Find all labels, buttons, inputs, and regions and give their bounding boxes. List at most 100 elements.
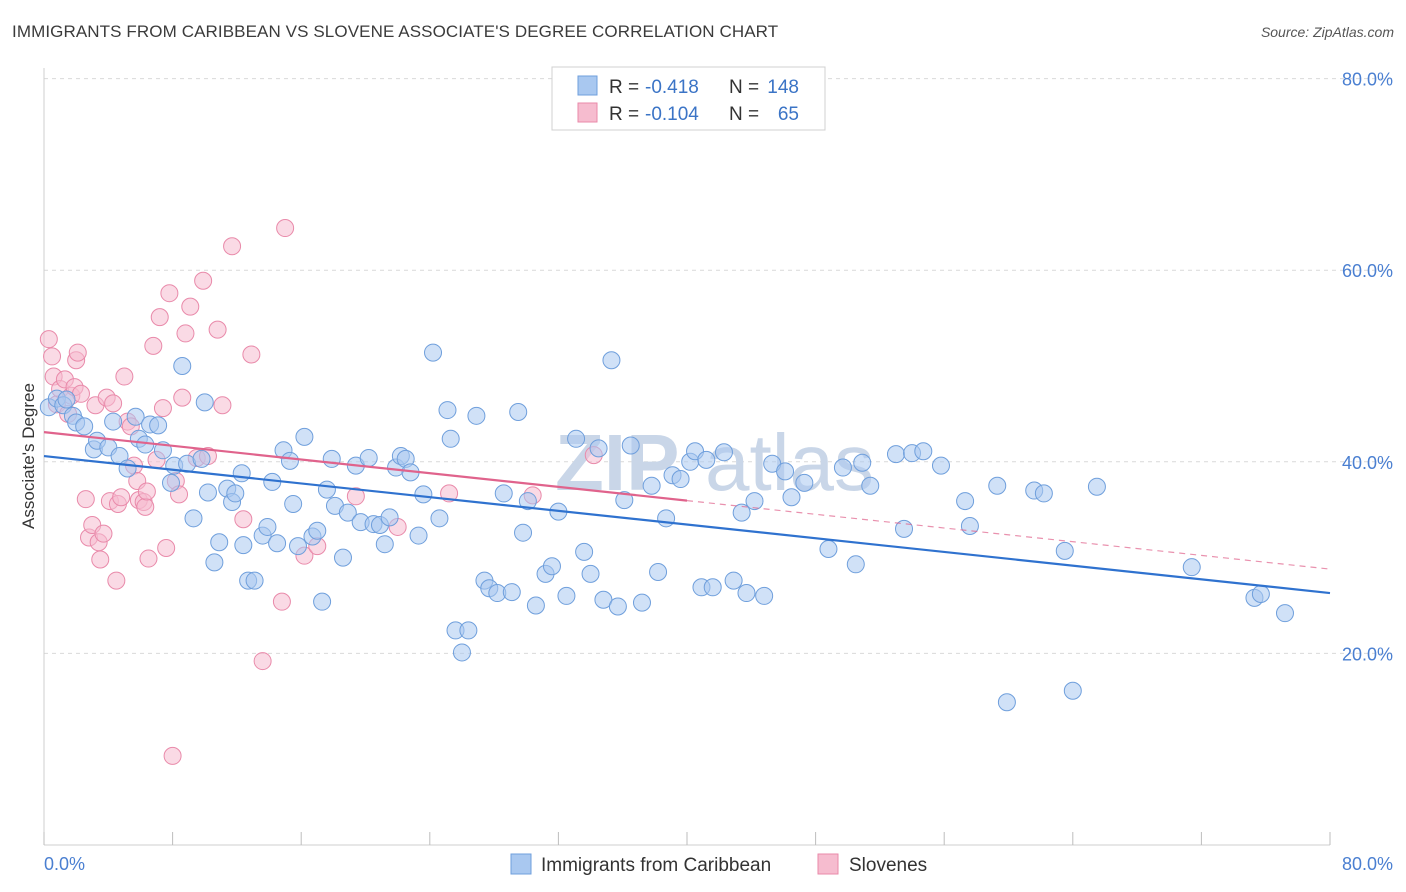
point-caribbean-78 xyxy=(502,583,521,602)
point-caribbean-58 xyxy=(375,535,394,554)
point-caribbean-39 xyxy=(268,534,287,553)
stats-r-value-2: -0.104 xyxy=(645,104,699,125)
point-caribbean-119 xyxy=(846,555,865,574)
point-caribbean-33 xyxy=(234,536,253,555)
point-caribbean-116 xyxy=(795,473,814,492)
stats-n-label-2: N = xyxy=(729,104,759,125)
point-caribbean-64 xyxy=(409,526,428,545)
point-caribbean-112 xyxy=(755,586,774,605)
point-caribbean-99 xyxy=(657,509,676,528)
legend-label-caribbean[interactable]: Immigrants from Caribbean xyxy=(541,855,771,876)
point-caribbean-37 xyxy=(258,517,277,536)
legend-label-slovenes[interactable]: Slovenes xyxy=(849,855,927,876)
point-slovenes-52 xyxy=(223,237,242,256)
x-tick-label-min: 0.0% xyxy=(44,854,85,874)
point-caribbean-49 xyxy=(322,449,341,468)
point-slovenes-41 xyxy=(163,746,182,765)
stats-n-value-2: 65 xyxy=(778,104,799,125)
point-caribbean-108 xyxy=(724,571,743,590)
point-slovenes-51 xyxy=(213,396,232,415)
point-caribbean-135 xyxy=(1087,477,1106,496)
point-caribbean-101 xyxy=(671,470,690,489)
point-caribbean-118 xyxy=(833,458,852,477)
point-caribbean-90 xyxy=(589,439,608,458)
point-caribbean-125 xyxy=(914,442,933,461)
stats-swatch-pink xyxy=(577,102,598,123)
point-caribbean-96 xyxy=(632,593,651,612)
point-caribbean-32 xyxy=(232,464,251,483)
point-caribbean-93 xyxy=(608,597,627,616)
point-slovenes-34 xyxy=(139,549,158,568)
point-caribbean-26 xyxy=(198,483,217,502)
point-slovenes-37 xyxy=(150,308,169,327)
point-caribbean-19 xyxy=(161,473,180,492)
point-slovenes-25 xyxy=(115,367,134,386)
point-caribbean-94 xyxy=(615,491,634,510)
point-caribbean-25 xyxy=(195,393,214,412)
point-caribbean-31 xyxy=(226,484,245,503)
trend-line-dashed-slovenes xyxy=(686,500,1331,570)
point-caribbean-92 xyxy=(602,351,621,370)
point-caribbean-80 xyxy=(514,523,533,542)
point-caribbean-105 xyxy=(697,450,716,469)
series-caribbean xyxy=(39,343,1294,712)
point-caribbean-136 xyxy=(1182,558,1201,577)
point-caribbean-88 xyxy=(575,542,594,561)
point-caribbean-43 xyxy=(288,537,307,556)
point-slovenes-17 xyxy=(91,550,110,569)
legend-swatch-caribbean[interactable] xyxy=(510,853,532,875)
point-caribbean-48 xyxy=(317,480,336,499)
x-tick-label-max: 80.0% xyxy=(1342,854,1393,874)
point-caribbean-106 xyxy=(703,578,722,597)
point-caribbean-35 xyxy=(245,571,264,590)
point-caribbean-67 xyxy=(430,509,449,528)
point-caribbean-130 xyxy=(997,693,1016,712)
point-caribbean-132 xyxy=(1034,484,1053,503)
stats-r-label-1: R = xyxy=(609,77,639,98)
point-caribbean-122 xyxy=(886,445,905,464)
point-slovenes-44 xyxy=(173,388,192,407)
point-caribbean-72 xyxy=(459,621,478,640)
point-caribbean-87 xyxy=(567,429,586,448)
point-slovenes-10 xyxy=(68,343,87,362)
point-caribbean-110 xyxy=(737,584,756,603)
point-slovenes-54 xyxy=(242,345,261,364)
stats-r-value-1: -0.418 xyxy=(645,77,699,98)
point-caribbean-120 xyxy=(853,453,872,472)
stats-n-value-1: 148 xyxy=(767,77,799,98)
point-caribbean-21 xyxy=(173,357,192,375)
point-caribbean-17 xyxy=(149,416,168,435)
x-axis-ticks xyxy=(43,832,1331,845)
point-caribbean-114 xyxy=(776,462,795,481)
stats-swatch-blue xyxy=(577,75,598,96)
point-caribbean-97 xyxy=(642,476,661,495)
stats-box: R = -0.418 N = 148 R = -0.104 N = 65 xyxy=(551,66,826,131)
point-caribbean-71 xyxy=(452,643,471,662)
point-caribbean-65 xyxy=(414,485,433,504)
point-caribbean-10 xyxy=(104,412,123,431)
point-caribbean-46 xyxy=(308,521,327,540)
stats-n-label-1: N = xyxy=(729,77,759,98)
point-slovenes-32 xyxy=(136,497,155,516)
point-slovenes-21 xyxy=(104,394,123,413)
point-slovenes-55 xyxy=(253,652,272,671)
point-slovenes-56 xyxy=(272,592,291,611)
point-slovenes-45 xyxy=(176,324,195,343)
point-slovenes-18 xyxy=(94,524,113,543)
point-caribbean-115 xyxy=(782,488,801,507)
legend-swatch-slovenes[interactable] xyxy=(817,853,839,875)
point-slovenes-48 xyxy=(194,271,213,290)
point-slovenes-0 xyxy=(39,330,58,349)
point-slovenes-38 xyxy=(153,399,172,418)
point-slovenes-53 xyxy=(234,510,253,529)
point-caribbean-111 xyxy=(745,492,764,511)
point-slovenes-50 xyxy=(208,320,227,339)
point-caribbean-98 xyxy=(649,562,668,581)
point-caribbean-28 xyxy=(210,533,229,552)
point-caribbean-23 xyxy=(184,509,203,528)
point-slovenes-39 xyxy=(157,539,176,558)
point-caribbean-133 xyxy=(1055,541,1074,560)
trend-line-caribbean xyxy=(43,454,1331,595)
point-slovenes-33 xyxy=(137,482,156,501)
y-axis-title: Associate's Degree xyxy=(19,383,38,529)
